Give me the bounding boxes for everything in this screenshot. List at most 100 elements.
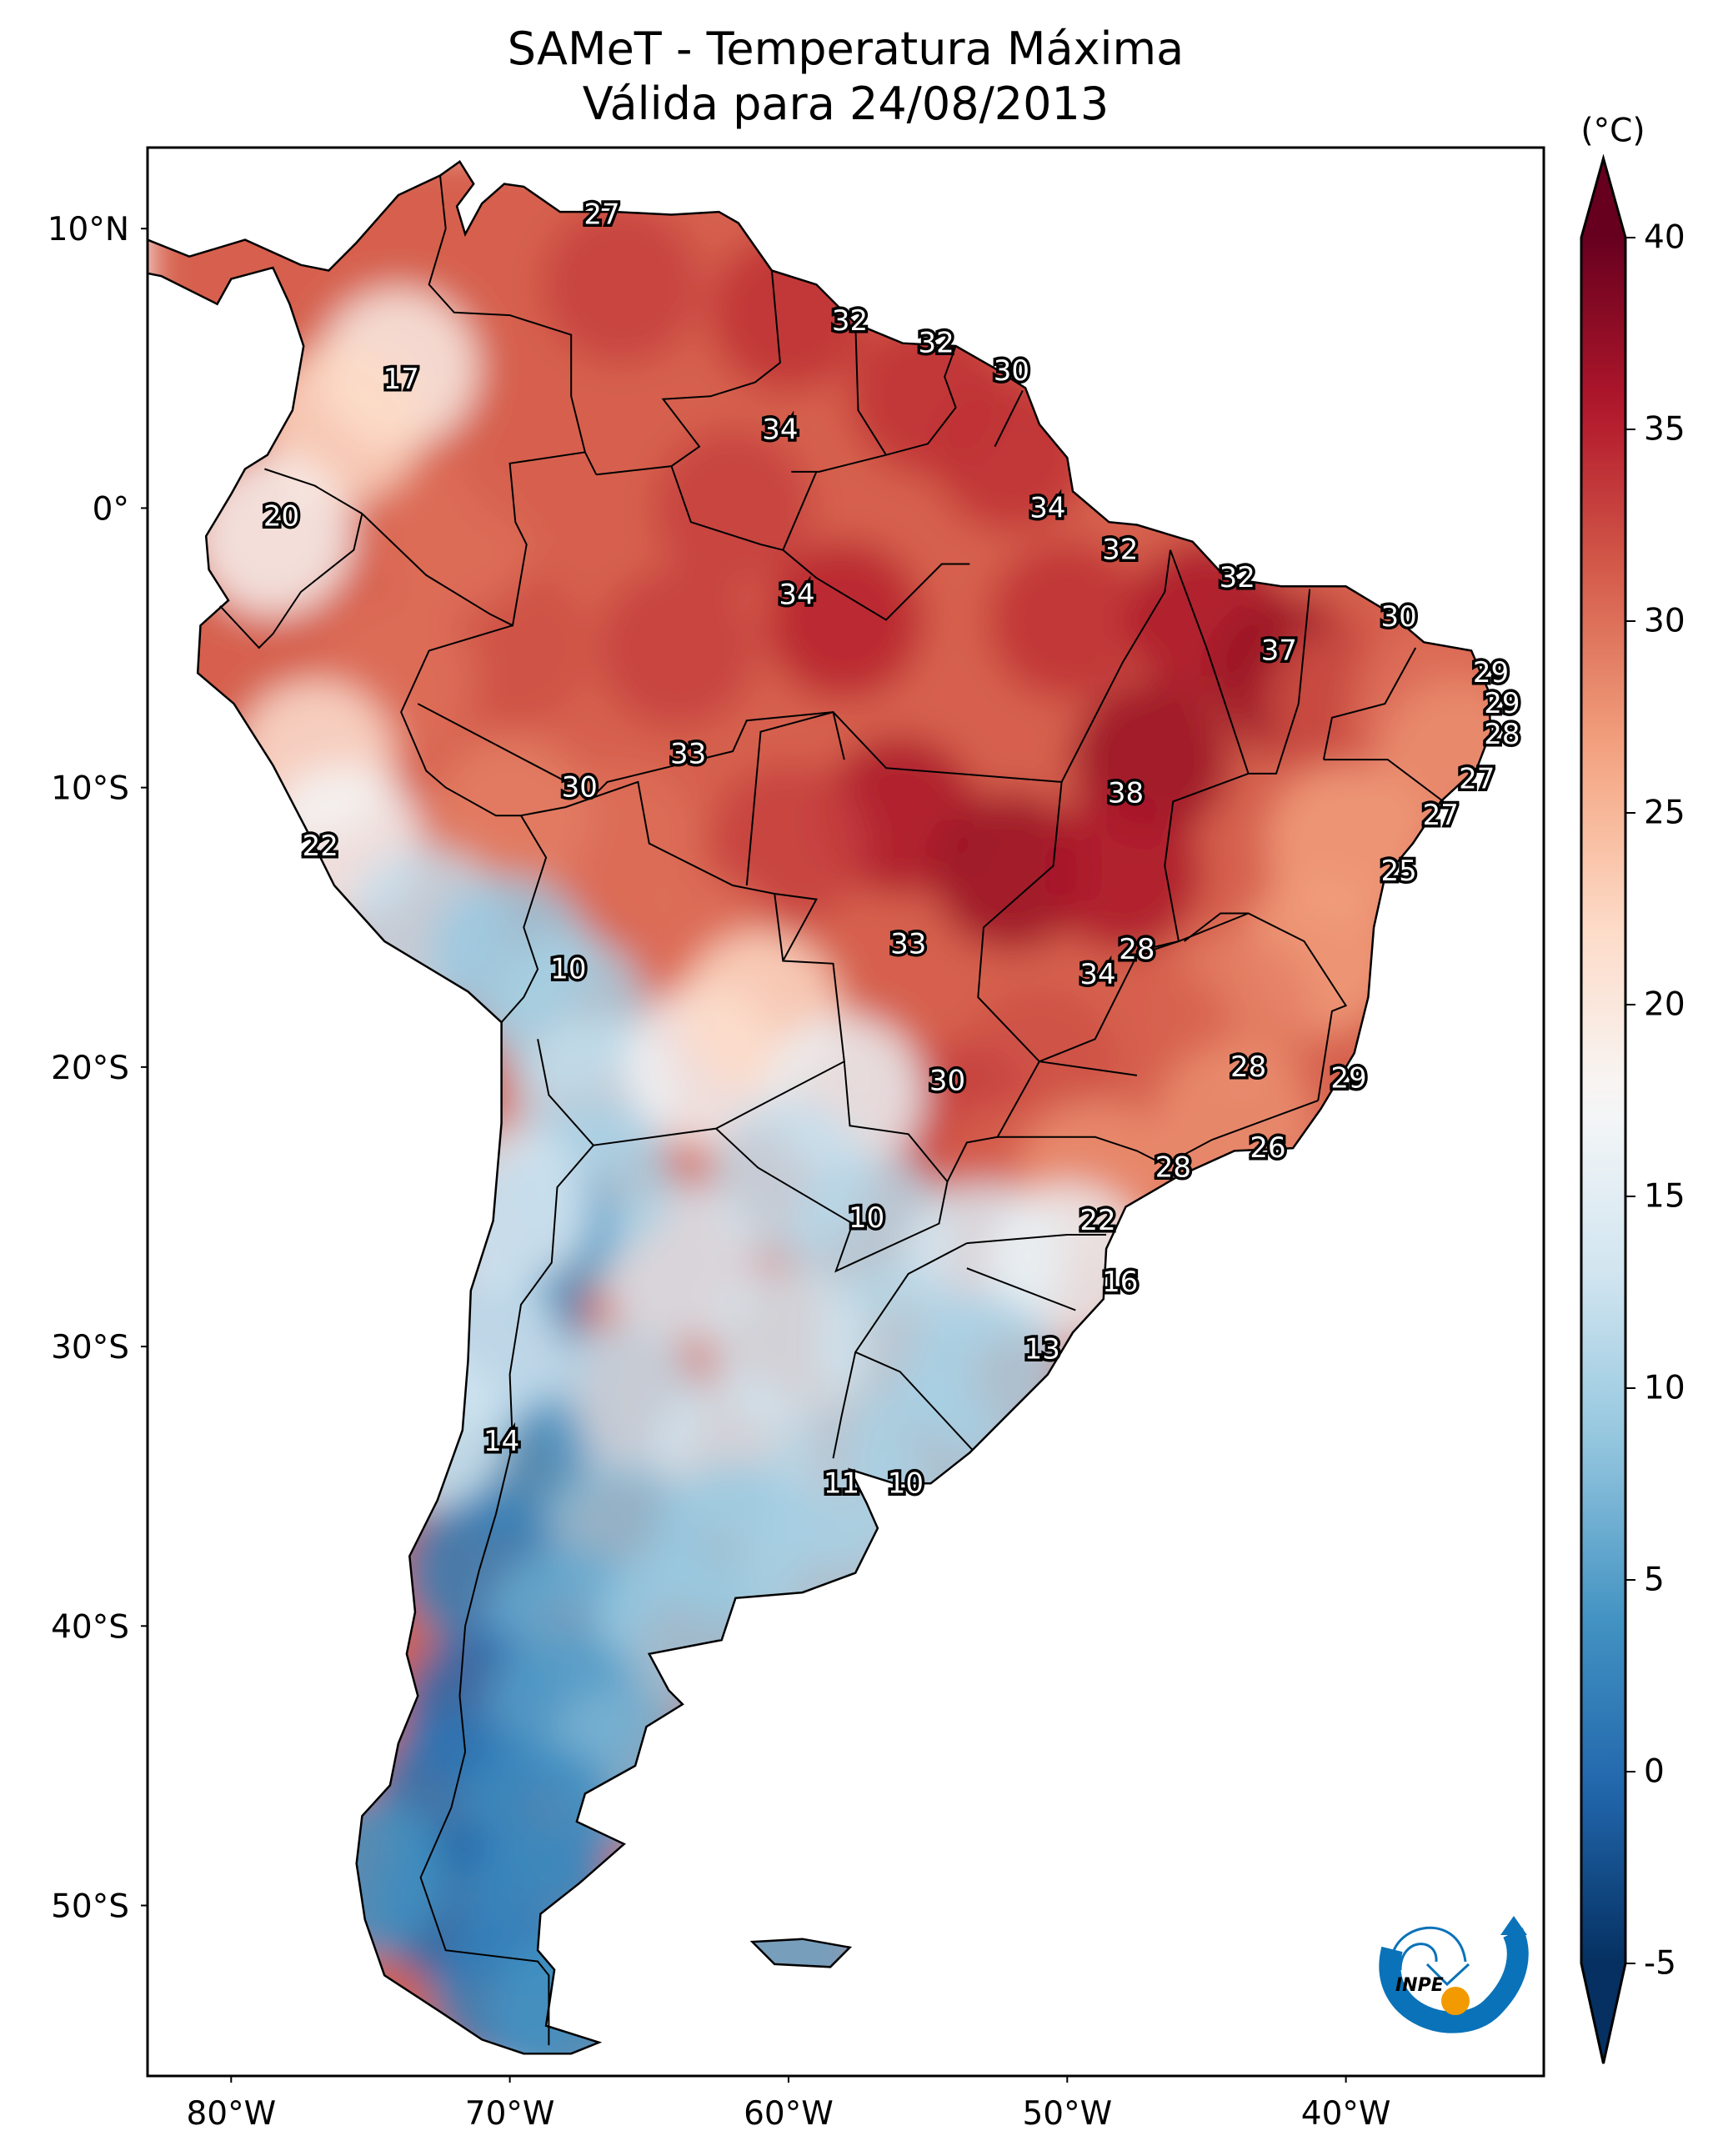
- temperature-value-label: 28: [1230, 1050, 1266, 1084]
- temperature-value-label: 28: [1119, 933, 1155, 966]
- temperature-value-label: 10: [849, 1201, 884, 1235]
- temperature-value-label: 33: [670, 737, 706, 770]
- temperature-blob: [486, 1938, 645, 2054]
- temperature-value-label: 29: [1330, 1061, 1366, 1095]
- temperature-blob: [430, 1127, 589, 1286]
- logo-down-arrow-icon: [1425, 1963, 1470, 1987]
- y-tick-label: 10°S: [51, 770, 129, 808]
- temperature-value-label: 37: [1261, 634, 1297, 667]
- temperature-blob: [193, 456, 353, 615]
- border-line: [417, 703, 834, 797]
- colorbar-tick-label: 40: [1644, 219, 1685, 257]
- colorbar: -5 0 5 10 15 20 25 30 35 40 (°C): [1580, 113, 1685, 2064]
- temperature-value-label: 28: [1484, 718, 1520, 751]
- border-line: [997, 1100, 1319, 1166]
- temperature-value-label: 16: [1102, 1266, 1138, 1299]
- x-tick-label: 80°W: [186, 2095, 276, 2133]
- border-line: [791, 345, 957, 473]
- colorbar-tick-label: 15: [1644, 1178, 1685, 1216]
- temperature-value-label: 26: [1250, 1131, 1285, 1165]
- temperature-value-label: 30: [994, 354, 1029, 388]
- logo-orbit: [1390, 1926, 1467, 1971]
- temperature-value-label: 27: [584, 198, 619, 231]
- temperature-value-label: 27: [1423, 799, 1459, 832]
- temperature-blob: [598, 569, 757, 728]
- logo-arrow-icon: [1500, 1916, 1527, 1935]
- colorbar-tick-label: -5: [1644, 1945, 1676, 1983]
- country-borders: [219, 175, 1445, 2046]
- temperature-value-label: 29: [1484, 687, 1520, 720]
- map-frame: [146, 146, 1545, 2078]
- border-line: [670, 465, 818, 551]
- border-line: [966, 1234, 1107, 1245]
- temperature-value-label: 13: [1024, 1332, 1060, 1366]
- temperature-field: [148, 161, 1491, 2054]
- border-line: [1184, 912, 1348, 1101]
- temperature-value-label: 32: [832, 304, 868, 338]
- colorbar-ticks: -5 0 5 10 15 20 25 30 35 40: [1625, 219, 1685, 1983]
- border-line: [994, 390, 1024, 448]
- temperature-blob: [542, 205, 701, 364]
- x-tick-label: 40°W: [1301, 2095, 1391, 2133]
- colorbar-tick-label: 5: [1644, 1562, 1665, 1599]
- temperature-value-label: 33: [890, 927, 926, 960]
- colorbar-tick-label: 20: [1644, 986, 1685, 1024]
- temperature-blob: [709, 764, 868, 923]
- border-line: [1248, 589, 1311, 775]
- y-tick-label: 10°N: [48, 211, 129, 248]
- temperature-value-label: 32: [919, 327, 954, 360]
- inpe-logo: INPE: [1379, 1916, 1529, 2033]
- border-line: [219, 513, 363, 649]
- border-line: [1322, 647, 1417, 760]
- border-line: [715, 1061, 949, 1273]
- y-tick-label: 30°S: [51, 1329, 129, 1366]
- y-tick-label: 20°S: [51, 1050, 129, 1087]
- colorbar-bar: [1580, 153, 1627, 2064]
- y-axis: 10°N 0° 10°S 20°S 30°S 40°S 50°S: [48, 211, 148, 1926]
- x-tick-label: 50°W: [1022, 2095, 1112, 2133]
- colorbar-tick-label: 30: [1644, 603, 1685, 640]
- temperature-blob: [458, 373, 618, 532]
- colorbar-tick-label: 0: [1644, 1753, 1665, 1791]
- temperature-value-label: 34: [779, 578, 814, 611]
- border-line: [428, 175, 598, 475]
- temperature-value-label: 11: [824, 1467, 859, 1500]
- temperature-value-label: 34: [762, 414, 798, 447]
- temperature-value-label: 22: [303, 830, 338, 863]
- temperature-value-label: 10: [550, 953, 586, 986]
- colorbar-tick-label: 35: [1644, 411, 1685, 449]
- temperature-value-label: 38: [1108, 776, 1144, 810]
- temperature-value-label: 34: [1079, 958, 1115, 991]
- border-line: [596, 270, 781, 476]
- temperature-value-label: 14: [483, 1425, 519, 1458]
- x-tick-label: 70°W: [465, 2095, 555, 2133]
- logo-sun-icon: [1441, 1987, 1470, 2015]
- temperature-value-label: 20: [263, 499, 299, 533]
- border-line: [782, 549, 970, 621]
- logo-text: INPE: [1395, 1975, 1444, 1996]
- y-tick-label: 40°S: [51, 1608, 129, 1646]
- temperature-value-label: 10: [888, 1467, 924, 1500]
- temperature-value-label: 22: [1079, 1204, 1115, 1237]
- chart-title: SAMeT - Temperatura Máxima: [507, 23, 1185, 75]
- y-tick-label: 0°: [93, 490, 129, 528]
- border-line: [1060, 549, 1171, 783]
- border-line: [745, 710, 845, 886]
- x-tick-label: 60°W: [744, 2095, 834, 2133]
- border-line: [419, 1145, 594, 2046]
- border-line: [854, 323, 887, 456]
- border-line: [264, 451, 586, 627]
- colorbar-tick-label: 10: [1644, 1370, 1685, 1407]
- colorbar-unit-label: (°C): [1580, 113, 1645, 150]
- logo-orbit-inner: [1399, 1943, 1438, 1971]
- temperature-value-label: 30: [929, 1065, 965, 1098]
- border-line: [946, 912, 1249, 1182]
- border-line: [1323, 759, 1445, 803]
- coastline: [148, 160, 1492, 2055]
- border-line: [832, 1351, 857, 1459]
- temperature-blob: [1044, 792, 1203, 951]
- temperature-blob: [932, 792, 1091, 951]
- temperature-blob: [764, 540, 924, 699]
